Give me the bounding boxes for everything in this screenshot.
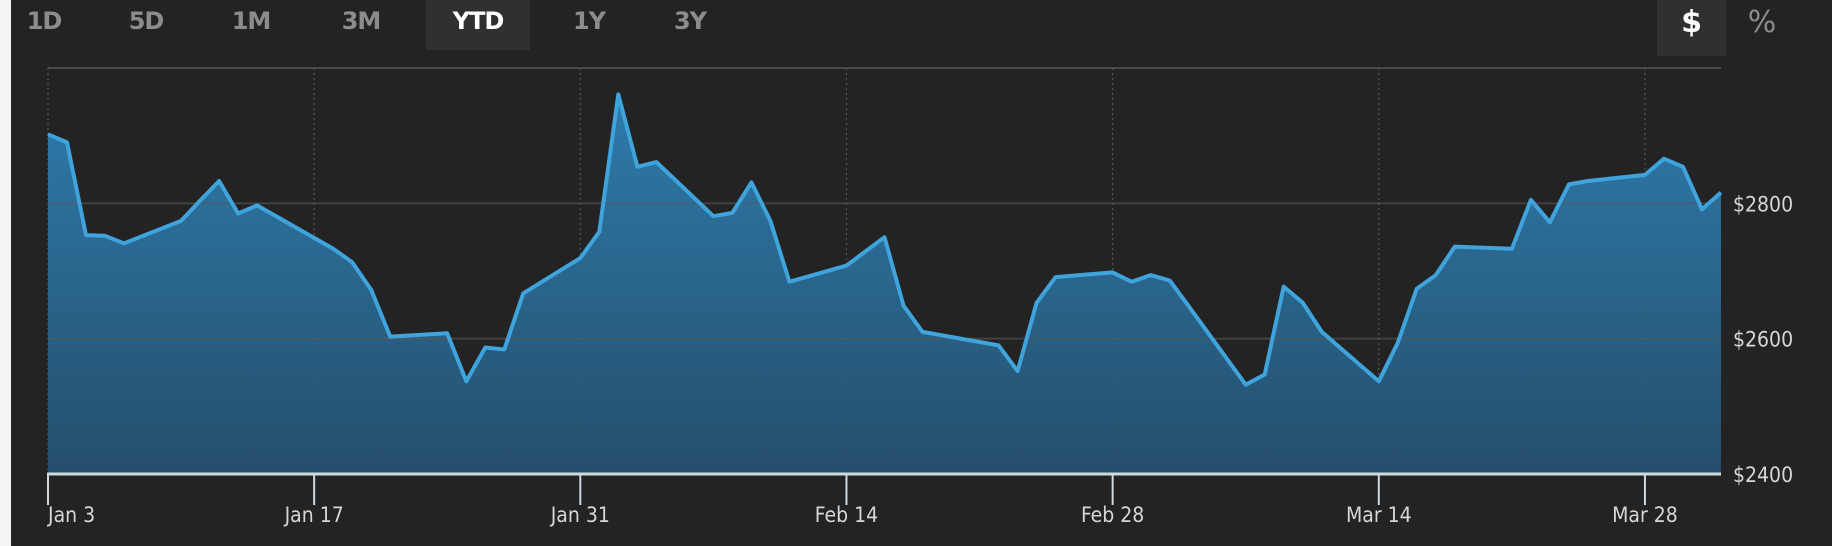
- y-tick-label: $2400: [1733, 463, 1793, 487]
- x-tick-label: Jan 31: [550, 503, 610, 527]
- tab-3y[interactable]: 3Y: [673, 7, 707, 35]
- y-tick-label: $2600: [1733, 328, 1793, 352]
- x-tick-label: Feb 14: [815, 503, 878, 527]
- x-tick-label: Mar 28: [1612, 503, 1678, 527]
- dollar-toggle[interactable]: $: [1657, 0, 1726, 56]
- x-tick-label: Feb 28: [1081, 503, 1144, 527]
- y-tick-label: $2800: [1733, 192, 1793, 216]
- x-tick-label: Mar 14: [1346, 503, 1412, 527]
- tab-ytd[interactable]: YTD: [426, 0, 530, 50]
- tab-1y[interactable]: 1Y: [572, 7, 606, 35]
- tab-1m[interactable]: 1M: [231, 7, 272, 35]
- percent-toggle[interactable]: %: [1747, 5, 1777, 40]
- x-tick-label: Jan 17: [284, 503, 344, 527]
- x-tick-label: Jan 3: [47, 503, 95, 527]
- tab-1d[interactable]: 1D: [26, 7, 63, 35]
- tab-3m[interactable]: 3M: [341, 7, 382, 35]
- price-area: [48, 94, 1721, 475]
- left-edge: [0, 0, 11, 546]
- tab-5d[interactable]: 5D: [128, 7, 165, 35]
- price-line: [47, 92, 1723, 387]
